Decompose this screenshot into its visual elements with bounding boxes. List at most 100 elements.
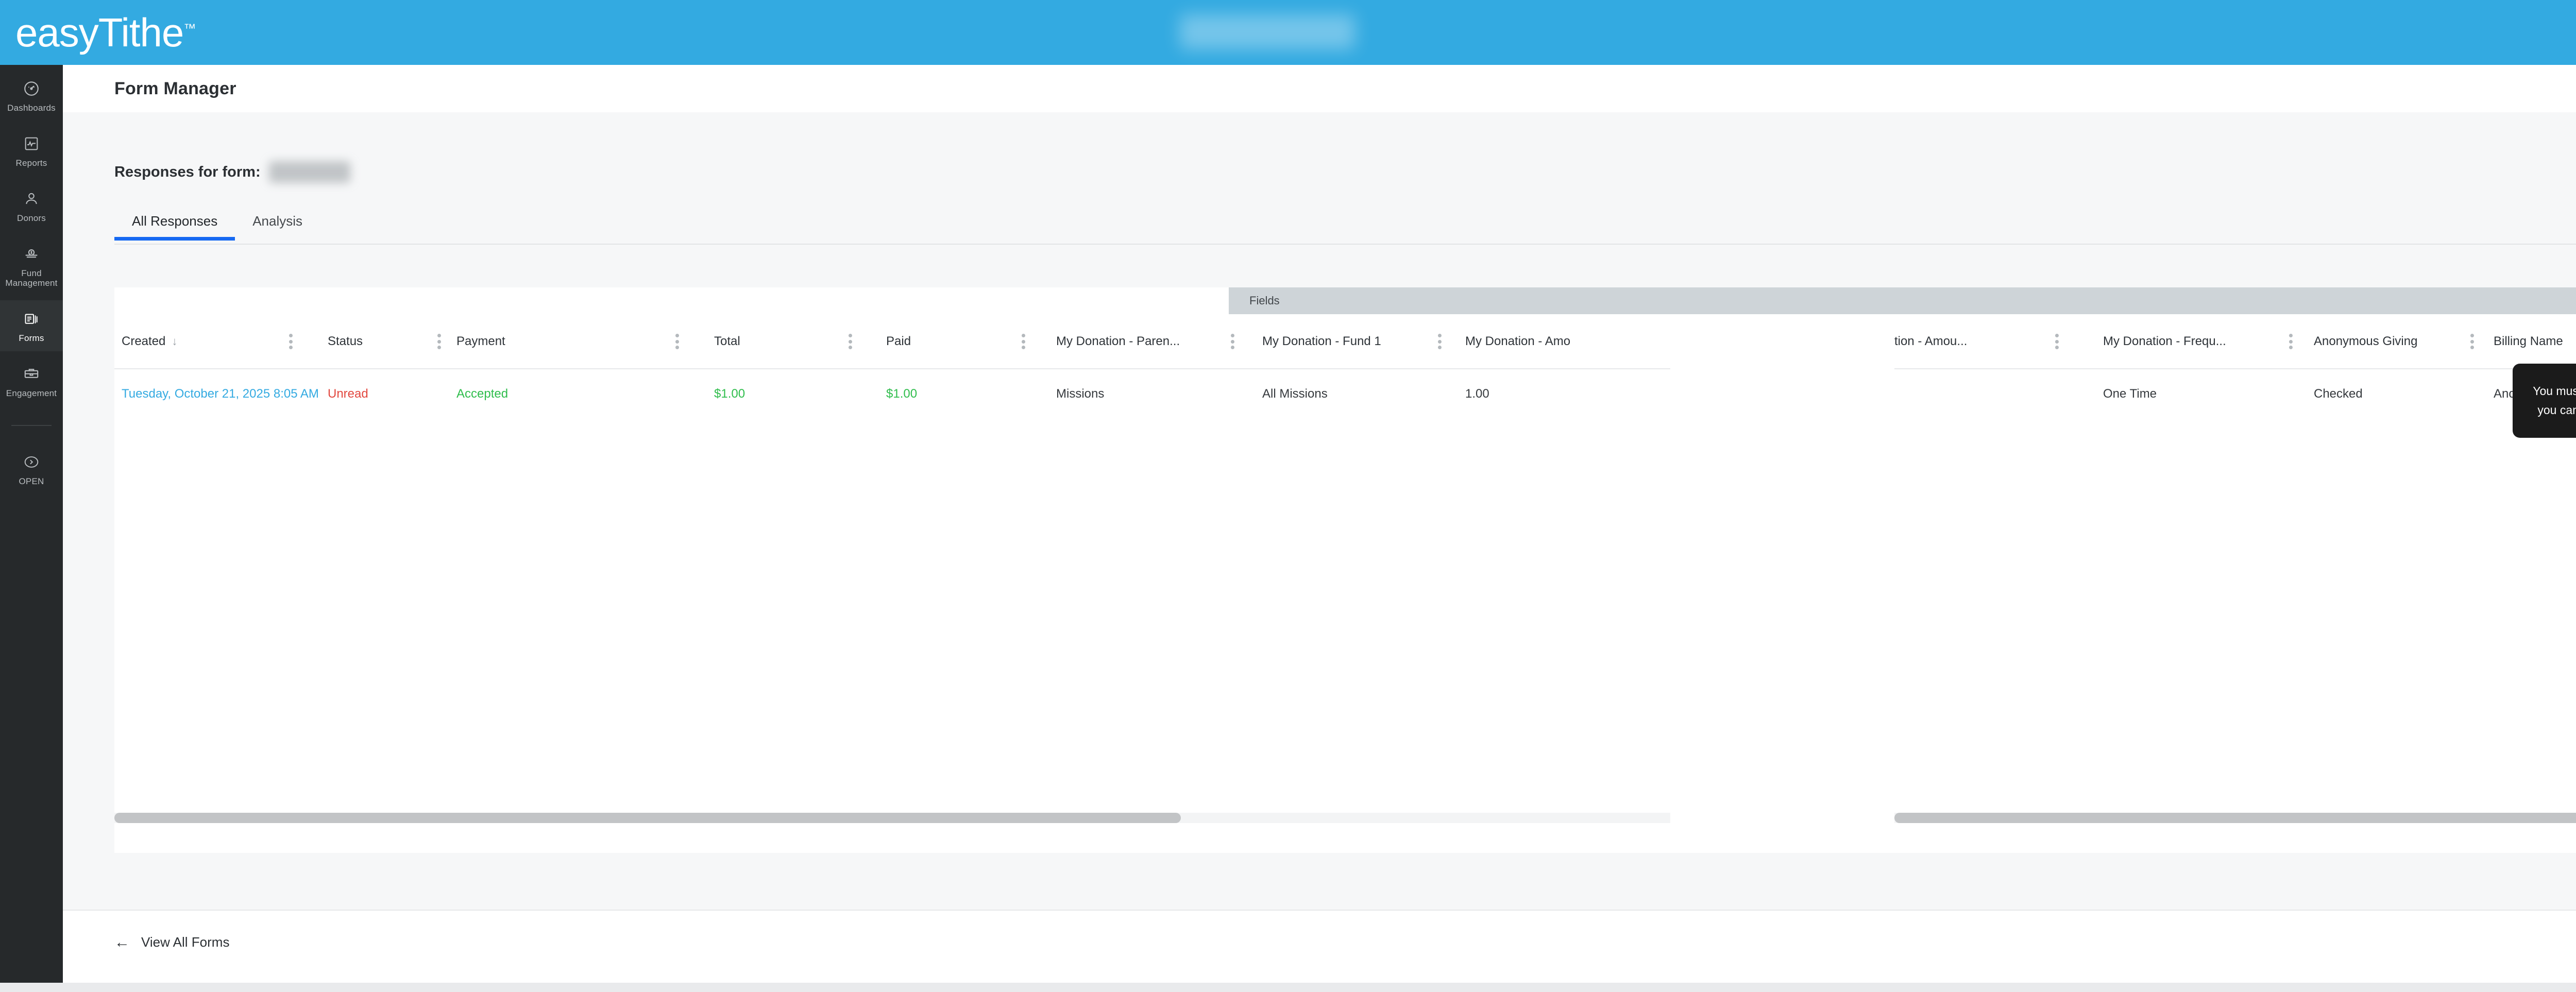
cell-donation-frequency: One Time (2103, 387, 2157, 401)
table-header-row: Created ↓ Status Payment Total (114, 314, 1832, 368)
column-header-label: My Donation - Frequ... (2103, 334, 2226, 348)
cell-payment: Accepted (456, 387, 509, 401)
responses-for-form-heading: Responses for form: (114, 161, 350, 183)
sidebar-item-fund-management[interactable]: Fund Management (0, 235, 63, 296)
sidebar-item-reports[interactable]: Reports (0, 125, 63, 176)
cell-status: Unread (328, 387, 368, 401)
column-header-status[interactable]: Status (328, 314, 420, 368)
column-menu-icon[interactable] (1230, 334, 1234, 349)
briefcase-icon (2, 364, 61, 384)
scrollbar-thumb[interactable] (1894, 813, 2576, 823)
view-all-forms-link[interactable]: ← View All Forms (114, 934, 229, 950)
sidebar-item-open[interactable]: OPEN (0, 443, 63, 494)
responses-label: Responses for form: (114, 163, 261, 180)
sidebar-item-label: OPEN (19, 476, 44, 486)
header-divider (1894, 368, 2576, 369)
top-bar-actions (2557, 0, 2576, 65)
column-header-total[interactable]: Total (714, 314, 796, 368)
column-header-label: tion - Amou... (1894, 334, 1968, 348)
column-menu-icon[interactable] (675, 334, 679, 349)
back-arrow-icon: ← (114, 933, 130, 951)
column-header-created[interactable]: Created ↓ (122, 314, 271, 368)
column-menu-icon[interactable] (2055, 334, 2059, 349)
column-header-label: My Donation - Fund 1 (1262, 334, 1381, 348)
person-icon (2, 189, 61, 209)
sidebar-item-dashboards[interactable]: Dashboards (0, 70, 63, 121)
tab-all-responses[interactable]: All Responses (114, 213, 235, 241)
column-menu-icon[interactable] (2289, 334, 2293, 349)
cell-donation-amount: 1.00 (1465, 387, 1489, 401)
sidebar-item-engagement[interactable]: Engagement (0, 355, 63, 406)
table-pane-left: Created ↓ Status Payment Total (114, 314, 1832, 853)
chevron-right-circle-icon (2, 452, 61, 472)
column-menu-icon[interactable] (848, 334, 852, 349)
sidebar-divider (11, 425, 52, 426)
scrollbar-thumb[interactable] (114, 813, 1181, 823)
sidebar-item-label: Donors (16, 213, 46, 223)
cell-donation-parent: Missions (1056, 387, 1105, 401)
sidebar-item-label: Reports (15, 158, 47, 168)
tab-bar-underline (114, 244, 2576, 245)
field-group-header: Fields (1229, 287, 2576, 314)
column-header-label: My Donation - Amo (1465, 334, 1571, 348)
brand-logo[interactable]: easyTithe™ (0, 0, 227, 65)
column-header-label: Total (714, 334, 740, 348)
column-header-anonymous-giving[interactable]: Anonymous Giving (2314, 314, 2479, 368)
column-header-payment[interactable]: Payment (456, 314, 570, 368)
organization-name-redacted (1180, 14, 1355, 49)
column-header-label: Billing Name (2494, 334, 2563, 348)
column-menu-icon[interactable] (2470, 334, 2474, 349)
column-header-donation-fund1[interactable]: My Donation - Fund 1 (1262, 314, 1432, 368)
cell-total: $1.00 (714, 387, 745, 401)
main-content: Responses for form: All Responses Analys… (63, 112, 2576, 911)
cell-created[interactable]: Tuesday, October 21, 2025 8:05 AM (122, 387, 319, 401)
document-stack-icon (2, 309, 61, 329)
table-pane-right: tion - Amou... My Donation - Frequ... An… (1894, 314, 2576, 853)
column-menu-icon[interactable] (437, 334, 441, 349)
sidebar-item-label: Engagement (6, 388, 57, 398)
column-header-billing-name[interactable]: Billing Name (2494, 314, 2576, 368)
money-icon (2, 244, 61, 264)
responses-table: Fields Created ↓ Status Payment (114, 287, 2576, 853)
column-menu-icon[interactable] (289, 334, 293, 349)
column-menu-icon[interactable] (1437, 334, 1442, 349)
view-all-forms-label: View All Forms (141, 934, 230, 950)
footer-divider (63, 910, 2576, 911)
column-header-donation-parent[interactable]: My Donation - Paren... (1056, 314, 1226, 368)
column-header-donation-frequency[interactable]: My Donation - Frequ... (2103, 314, 2273, 368)
cell-anonymous-giving: Checked (2314, 387, 2363, 401)
tab-analysis[interactable]: Analysis (235, 213, 320, 241)
help-circle-icon[interactable] (2557, 0, 2576, 65)
top-navigation-bar: easyTithe™ (0, 0, 2576, 65)
tab-label: All Responses (132, 213, 218, 229)
sidebar-item-forms[interactable]: Forms (0, 300, 63, 351)
gauge-icon (2, 78, 61, 99)
column-header-label: Paid (886, 334, 911, 348)
cell-paid: $1.00 (886, 387, 918, 401)
footer-bar: ← View All Forms Export as CSV (63, 911, 2576, 983)
table-row[interactable]: One Time Checked Anonymous Donor (1894, 368, 2576, 420)
tab-bar: All Responses Analysis (114, 213, 320, 241)
tab-label: Analysis (252, 213, 303, 229)
horizontal-scrollbar-left[interactable] (114, 813, 1670, 823)
column-header-donation-amount-continued[interactable]: tion - Amou... (1894, 314, 2049, 368)
column-header-paid[interactable]: Paid (886, 314, 963, 368)
column-menu-icon[interactable] (1021, 334, 1025, 349)
sidebar-item-label: Dashboards (7, 103, 56, 113)
table-row[interactable]: Tuesday, October 21, 2025 8:05 AM Unread… (114, 368, 1832, 420)
column-header-donation-amount[interactable]: My Donation - Amo (1465, 314, 1635, 368)
sidebar-navigation: Dashboards Reports Donors (0, 65, 63, 992)
column-header-label: My Donation - Paren... (1056, 334, 1180, 348)
horizontal-scrollbar-right[interactable] (1894, 813, 2576, 823)
pulse-chart-icon (2, 133, 61, 154)
column-header-label: Anonymous Giving (2314, 334, 2418, 348)
sidebar-item-label: Fund Management (5, 268, 58, 288)
header-divider (114, 368, 1670, 369)
tooltip-text: You must issue a refund before you can d… (2533, 384, 2576, 417)
sort-arrow-icon[interactable]: ↓ (172, 334, 178, 348)
column-header-label: Created (122, 334, 166, 348)
sidebar-item-donors[interactable]: Donors (0, 180, 63, 231)
field-group-label: Fields (1249, 294, 1280, 307)
column-header-label: Status (328, 334, 363, 348)
